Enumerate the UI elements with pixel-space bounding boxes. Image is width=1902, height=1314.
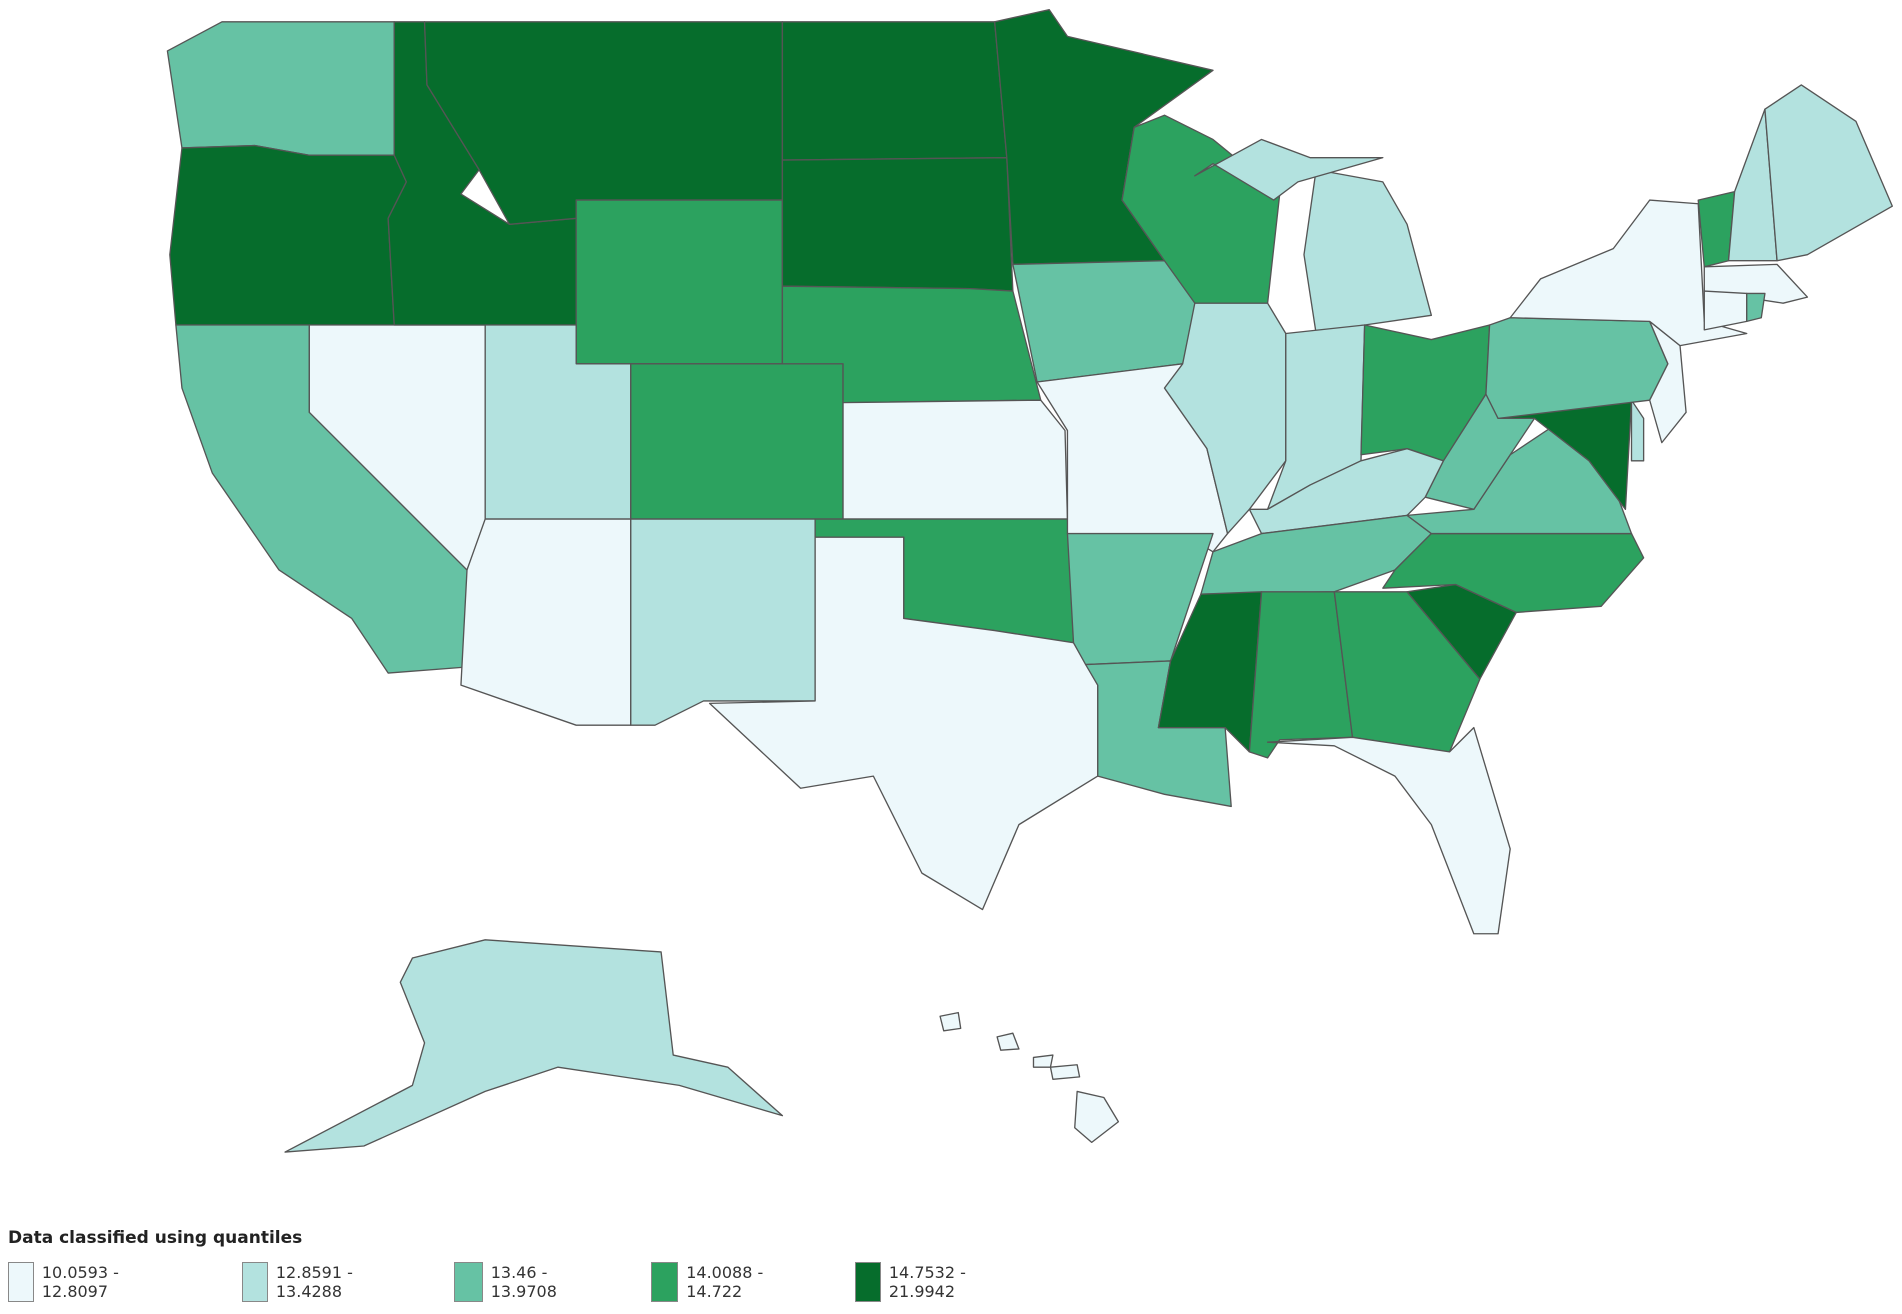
legend-label: 10.0593 - 12.8097	[41, 1263, 119, 1301]
state	[575, 199, 784, 365]
state	[630, 363, 844, 520]
legend-swatch	[651, 1262, 679, 1302]
state	[842, 399, 1069, 520]
state	[284, 939, 784, 1153]
state	[1194, 138, 1384, 201]
state	[1746, 292, 1766, 323]
legend-item: 13.46 - 13.9708	[454, 1262, 572, 1302]
legend-item: 12.8591 - 13.4288	[242, 1262, 360, 1302]
state	[1509, 199, 1748, 347]
state	[1049, 1064, 1081, 1080]
state	[1012, 260, 1202, 383]
legend-swatch	[855, 1262, 881, 1302]
state	[996, 1032, 1020, 1051]
legend-item: 14.7532 - 21.9942	[855, 1262, 973, 1302]
legend-item: 10.0593 - 12.8097	[8, 1262, 126, 1302]
legend-swatch	[8, 1262, 34, 1302]
state	[1303, 169, 1433, 335]
legend-label: 13.46 - 13.9708	[490, 1263, 557, 1301]
state	[630, 518, 816, 726]
legend-label: 14.0088 - 14.722	[686, 1263, 764, 1301]
state	[939, 1011, 962, 1032]
state	[781, 156, 1014, 292]
state	[781, 21, 1008, 161]
state	[1163, 302, 1287, 535]
legend-title: Data classified using quantiles	[8, 1228, 303, 1248]
state	[1703, 290, 1748, 331]
state	[1485, 317, 1669, 420]
legend-swatch	[242, 1262, 268, 1302]
state	[166, 21, 395, 156]
state	[1266, 726, 1511, 935]
state	[1032, 1054, 1054, 1068]
state	[708, 536, 1099, 911]
legend-swatch	[454, 1262, 483, 1302]
state	[1074, 1090, 1120, 1144]
state	[1333, 591, 1481, 753]
state	[1764, 84, 1893, 262]
legend-label: 12.8591 - 13.4288	[275, 1263, 353, 1301]
state	[1630, 399, 1645, 462]
state	[460, 518, 632, 726]
legend-label: 14.7532 - 21.9942	[888, 1263, 966, 1301]
legend-item: 14.0088 - 14.722	[651, 1262, 769, 1302]
state	[423, 21, 784, 226]
state	[169, 144, 408, 326]
